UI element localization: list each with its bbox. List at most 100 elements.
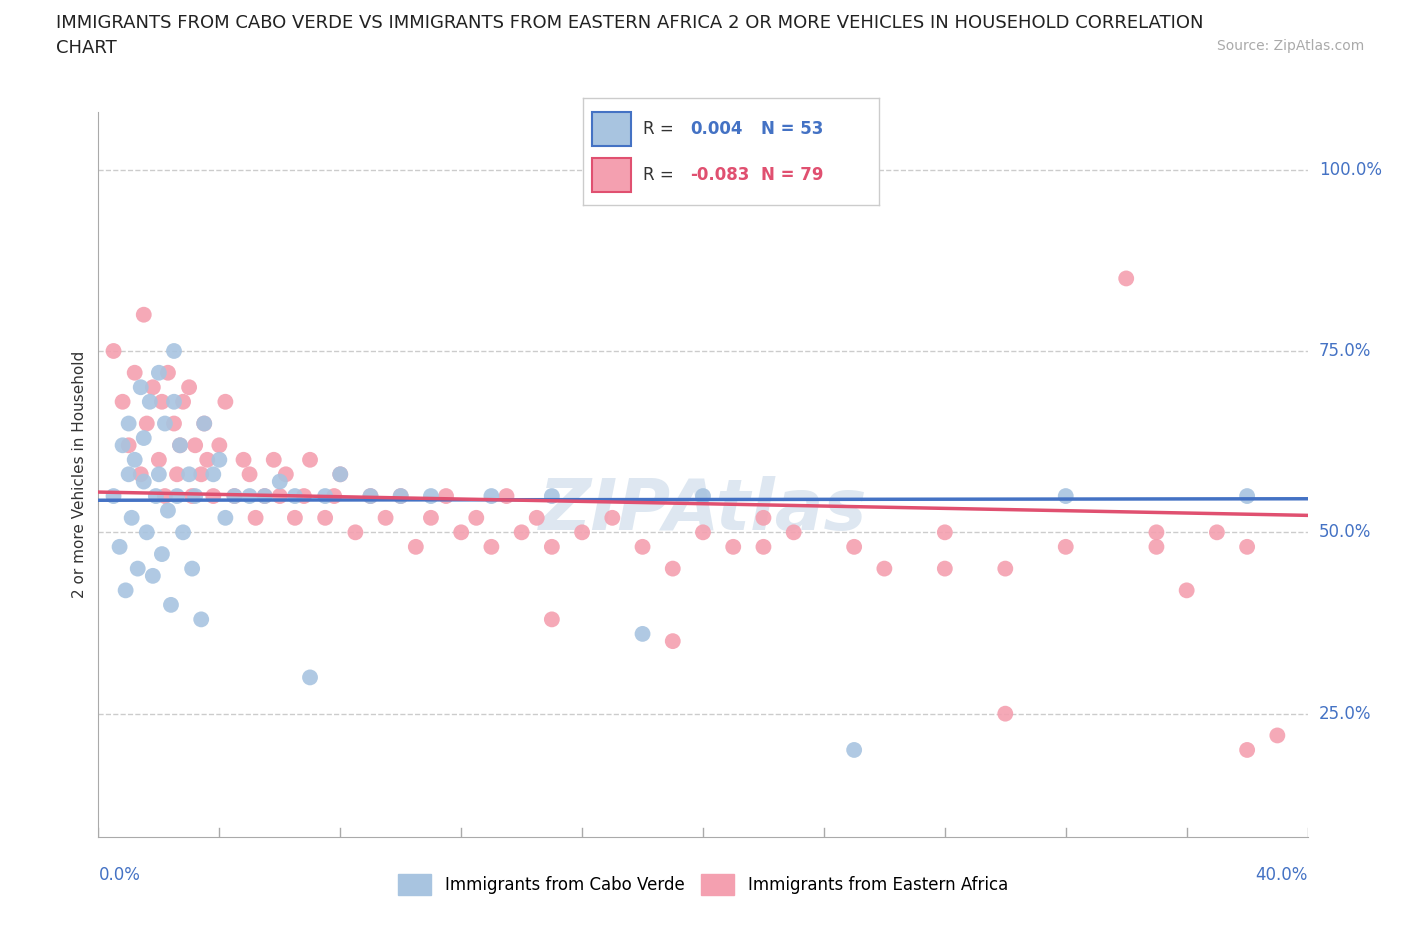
Point [202, 467, 225, 482]
Point [783, 525, 806, 539]
Point [118, 467, 141, 482]
Point [263, 452, 285, 467]
Point [994, 706, 1017, 721]
Point [118, 438, 141, 453]
Text: Source: ZipAtlas.com: Source: ZipAtlas.com [1216, 39, 1364, 53]
Point [540, 612, 562, 627]
Point [510, 525, 533, 539]
Point [299, 452, 322, 467]
Point [121, 511, 143, 525]
Point [135, 416, 157, 431]
Point [420, 488, 443, 503]
Point [232, 452, 254, 467]
Point [434, 488, 457, 503]
Point [239, 467, 262, 482]
Point [156, 365, 179, 380]
Point [245, 511, 267, 525]
Point [540, 488, 562, 503]
Text: 50.0%: 50.0% [1319, 524, 1371, 541]
Point [148, 467, 170, 482]
Point [1054, 539, 1077, 554]
Point [150, 547, 173, 562]
Point [208, 452, 231, 467]
Point [481, 488, 503, 503]
Point [269, 488, 291, 503]
Point [360, 488, 382, 503]
Point [329, 467, 352, 482]
Point [181, 561, 204, 576]
Point [166, 488, 188, 503]
Point [132, 431, 155, 445]
Point [873, 561, 896, 576]
FancyBboxPatch shape [592, 157, 631, 192]
Point [314, 488, 336, 503]
Point [127, 561, 149, 576]
Point [118, 416, 141, 431]
Point [1144, 525, 1167, 539]
Point [844, 742, 866, 757]
Point [111, 438, 134, 453]
FancyBboxPatch shape [592, 112, 631, 146]
Point [190, 612, 212, 627]
Text: ZIPAtlas: ZIPAtlas [538, 476, 868, 545]
Text: -0.083: -0.083 [690, 166, 749, 183]
Point [1236, 488, 1258, 503]
Point [163, 394, 186, 409]
Text: IMMIGRANTS FROM CABO VERDE VS IMMIGRANTS FROM EASTERN AFRICA 2 OR MORE VEHICLES : IMMIGRANTS FROM CABO VERDE VS IMMIGRANTS… [56, 14, 1204, 32]
Point [103, 343, 125, 358]
Point [139, 394, 162, 409]
Point [166, 467, 188, 482]
Point [172, 525, 194, 539]
Point [692, 488, 714, 503]
Point [156, 503, 179, 518]
Point [184, 438, 207, 453]
Legend: Immigrants from Cabo Verde, Immigrants from Eastern Africa: Immigrants from Cabo Verde, Immigrants f… [391, 868, 1015, 901]
Point [224, 488, 246, 503]
Point [163, 343, 186, 358]
Point [481, 539, 503, 554]
Point [142, 379, 165, 394]
Point [1175, 583, 1198, 598]
Point [389, 488, 412, 503]
Point [208, 438, 231, 453]
Text: N = 79: N = 79 [761, 166, 823, 183]
Point [179, 379, 201, 394]
Point [540, 539, 562, 554]
Point [103, 488, 125, 503]
Point [1144, 539, 1167, 554]
Point [934, 525, 956, 539]
Point [323, 488, 346, 503]
Point [190, 467, 212, 482]
Point [374, 511, 396, 525]
Point [284, 488, 307, 503]
Point [723, 539, 745, 554]
Point [495, 488, 517, 503]
Point [108, 539, 131, 554]
Point [172, 394, 194, 409]
Point [465, 511, 488, 525]
Point [253, 488, 276, 503]
Point [253, 488, 276, 503]
Point [153, 416, 176, 431]
Point [179, 467, 201, 482]
Point [1236, 539, 1258, 554]
Point [142, 568, 165, 583]
Point [631, 627, 654, 642]
Point [844, 539, 866, 554]
Point [202, 488, 225, 503]
Text: 75.0%: 75.0% [1319, 342, 1371, 360]
Point [389, 488, 412, 503]
Point [661, 633, 683, 648]
Point [163, 416, 186, 431]
Point [314, 511, 336, 525]
Text: 0.004: 0.004 [690, 120, 742, 138]
Point [292, 488, 315, 503]
Point [526, 511, 548, 525]
Point [631, 539, 654, 554]
Point [1267, 728, 1289, 743]
Point [329, 467, 352, 482]
Point [571, 525, 593, 539]
Point [450, 525, 472, 539]
Text: CHART: CHART [56, 39, 117, 57]
Point [132, 307, 155, 322]
